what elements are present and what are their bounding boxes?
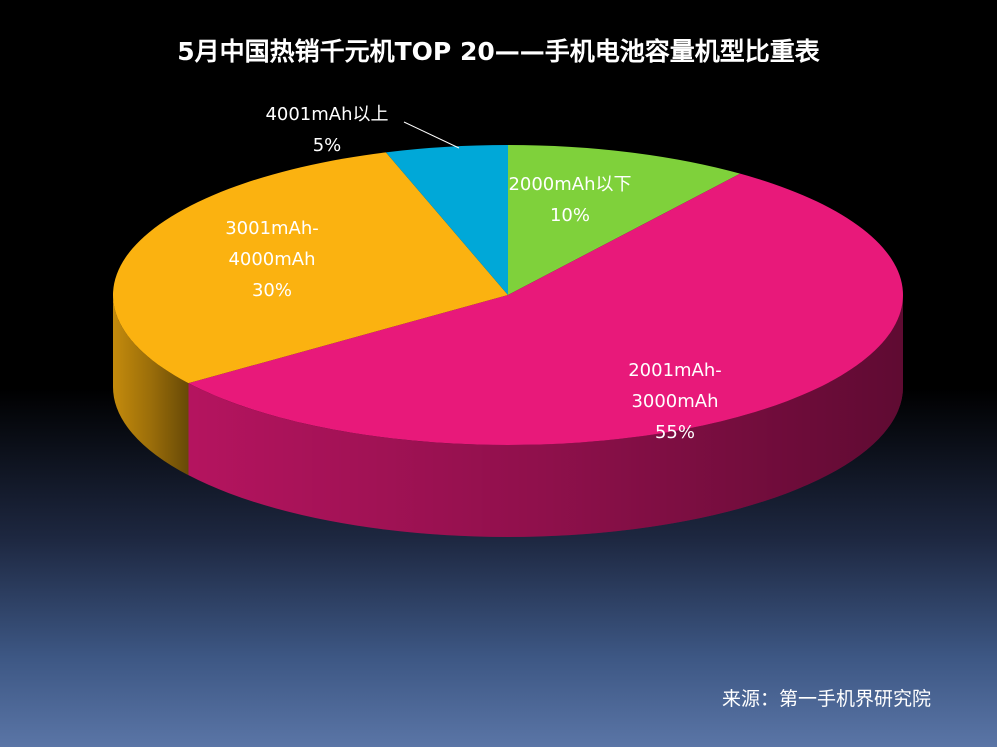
pie-slice-4001mah[interactable] [385, 145, 508, 295]
pie-side-shade [188, 295, 904, 537]
pie-side-shade [113, 295, 189, 476]
leader-line [403, 121, 460, 149]
data-label-2001mah-3000mah: 2001mAh-3000mAh 55% [628, 360, 722, 443]
data-label-3001mah-4000mah: 3001mAh-4000mAh 30% [225, 218, 319, 301]
data-label-4001mah: 4001mAh以上 5% [265, 104, 388, 156]
chart-title: 5月中国热销千元机TOP 20——手机电池容量机型比重表 [177, 37, 820, 66]
data-label-2000mah: 2000mAh以下 10% [508, 174, 631, 226]
pie-sides [113, 295, 904, 537]
pie-slice-2001mah-3000mah[interactable] [188, 173, 904, 446]
pie-labels: 2000mAh以下 10% 2001mAh-3000mAh 55% 3001mAh-40… [225, 104, 722, 443]
source-note: 来源：第一手机界研究院 [721, 688, 931, 710]
pie-slices [113, 145, 904, 446]
pie-slice-2000mah[interactable] [508, 145, 741, 295]
pie-slice-3001mah-4000mah[interactable] [113, 152, 509, 384]
